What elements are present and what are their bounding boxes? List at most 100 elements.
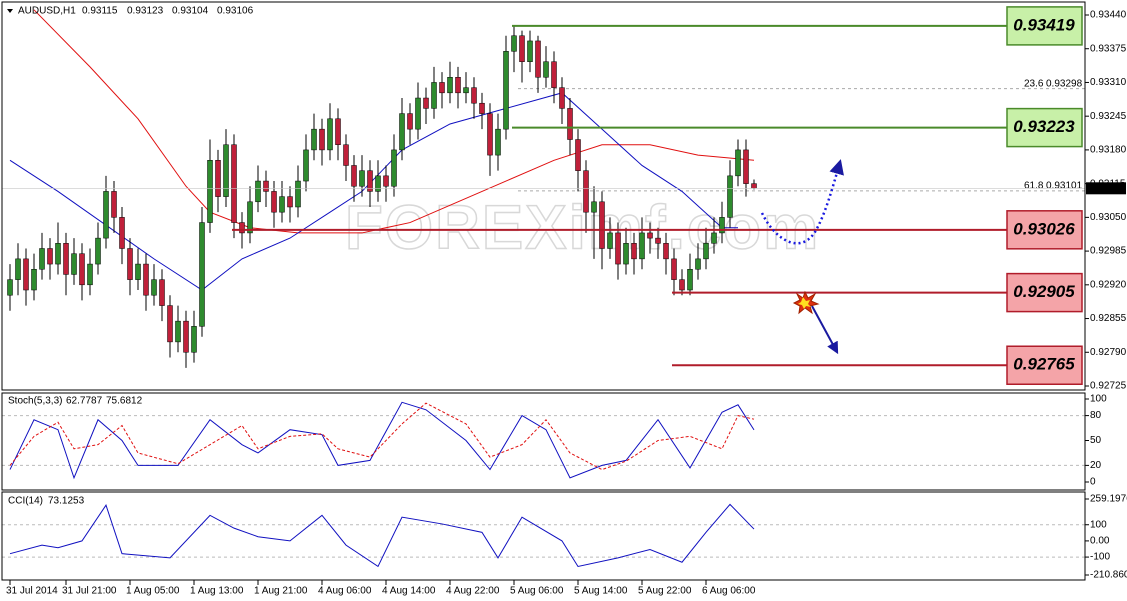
candle-body <box>743 149 749 184</box>
indicator-line <box>9 503 755 568</box>
symbol-menu-icon <box>7 9 13 13</box>
ohlc-value: 0.93123 <box>127 6 164 17</box>
candle-body <box>103 191 109 239</box>
x-tick-label: 5 Aug 06:00 <box>510 586 564 597</box>
candle-body <box>167 305 173 343</box>
candle-body <box>111 191 117 218</box>
candle-body <box>511 35 517 52</box>
candle-body <box>599 201 605 249</box>
current-price-box <box>1086 182 1126 195</box>
indicator-tick-label: 0 <box>1090 477 1096 488</box>
y-tick-label: 0.92920 <box>1090 279 1127 290</box>
level-label: 0.93223 <box>1013 117 1075 136</box>
level-box <box>1006 272 1083 313</box>
candle-body <box>287 196 293 208</box>
fib-value: 0.93298 <box>1046 78 1083 89</box>
candle-body <box>519 35 525 62</box>
indicator-value: 73.1253 <box>48 496 85 507</box>
y-tick-label: 0.92790 <box>1090 347 1127 358</box>
ohlc-value: 0.93115 <box>82 6 118 17</box>
candle-body <box>391 149 397 187</box>
candle-body <box>719 217 725 234</box>
candle-body <box>63 243 69 275</box>
candle-body <box>295 180 301 208</box>
candle-body <box>343 144 349 166</box>
y-tick-label: 0.92855 <box>1090 313 1127 324</box>
indicator-tick-label: -100 <box>1090 552 1110 563</box>
candle-body <box>135 263 141 280</box>
candle-body <box>583 170 589 213</box>
candle-body <box>607 232 613 249</box>
candle-body <box>423 97 429 109</box>
candle-body <box>95 237 101 265</box>
level-label: 0.93419 <box>1013 15 1075 34</box>
y-tick-label: 0.93375 <box>1090 43 1127 54</box>
symbol: AUDUSD,H1 <box>18 6 76 17</box>
candle-body <box>463 87 469 94</box>
candle-body <box>311 128 317 151</box>
candle-body <box>735 149 741 177</box>
candle-body <box>271 191 277 213</box>
level-box <box>1006 210 1083 250</box>
candle-body <box>303 149 309 182</box>
candle-body <box>575 139 581 171</box>
fib-value: 0.93101 <box>1046 181 1083 192</box>
candle-body <box>119 217 125 249</box>
candle-body <box>671 258 677 280</box>
candle-body <box>679 279 685 291</box>
main-panel-border <box>1 1 1086 391</box>
candle-body <box>231 144 237 223</box>
candle-body <box>79 253 85 286</box>
candle-body <box>383 175 389 187</box>
level-label: 0.92905 <box>1013 282 1075 301</box>
candle-body <box>495 128 501 156</box>
candle-body <box>247 201 253 234</box>
candle-body <box>159 279 165 306</box>
candle-body <box>335 118 341 145</box>
indicator-tick-label: 50 <box>1090 435 1102 446</box>
candle-body <box>399 113 405 151</box>
candle-body <box>319 128 325 151</box>
candle-body <box>39 248 45 270</box>
candle-body <box>695 258 701 270</box>
x-tick-label: 1 Aug 05:00 <box>126 586 180 597</box>
y-tick-label: 0.93310 <box>1090 77 1127 88</box>
candle-body <box>535 40 541 78</box>
ohlc-value: 0.93106 <box>217 6 254 17</box>
candle-body <box>351 165 357 187</box>
candle-body <box>87 263 93 286</box>
candle-body <box>415 97 421 130</box>
watermark: FOREXimf.com <box>345 193 820 262</box>
candle-body <box>623 243 629 265</box>
x-tick-label: 1 Aug 21:00 <box>254 586 308 597</box>
indicator-title: Stoch(5,3,3) <box>8 396 62 407</box>
x-tick-label: 6 Aug 06:00 <box>702 586 756 597</box>
indicator-tick-label: 259.1976 <box>1090 494 1127 505</box>
level-box <box>1006 345 1083 385</box>
indicator-tick-label: 0.00 <box>1090 536 1110 547</box>
forecast-arrow <box>811 305 839 355</box>
candle-body <box>455 77 461 94</box>
candle-body <box>207 160 213 223</box>
level-box <box>1006 107 1083 148</box>
candle-body <box>183 320 189 353</box>
fib-label: 61.8 <box>1024 181 1044 192</box>
candle-body <box>527 40 533 62</box>
indicator-title: CCI(14) <box>8 496 43 507</box>
candle-body <box>15 258 21 280</box>
x-tick-label: 31 Jul 2014 <box>6 586 58 597</box>
ohlc-value: 0.93104 <box>172 6 209 17</box>
candle-body <box>703 243 709 260</box>
candle-body <box>727 175 733 218</box>
cci-panel-border <box>1 491 1086 581</box>
candle-body <box>615 232 621 265</box>
candle-body <box>407 113 413 130</box>
candle-body <box>655 237 661 244</box>
forecast-curve <box>760 159 844 245</box>
candle-body <box>175 320 181 343</box>
candle-body <box>375 175 381 192</box>
candle-body <box>543 61 549 78</box>
candle-body <box>23 258 29 291</box>
indicator-tick-label: 80 <box>1090 410 1102 421</box>
candle-body <box>151 279 157 296</box>
